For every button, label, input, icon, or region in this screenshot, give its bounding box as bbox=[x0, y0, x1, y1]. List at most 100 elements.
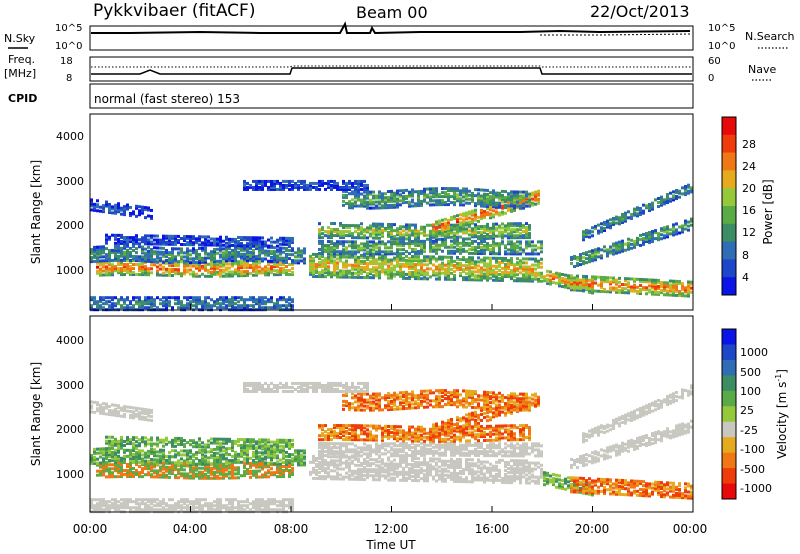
power-echo-cell bbox=[147, 249, 150, 253]
power-echo-cell bbox=[111, 263, 114, 267]
power-echo-cell bbox=[387, 196, 390, 200]
power-echo-cell bbox=[345, 273, 348, 277]
power-echo-cell bbox=[174, 255, 177, 259]
power-echo-cell bbox=[357, 187, 360, 191]
power-echo-cell bbox=[486, 278, 489, 282]
power-colorbar-frame bbox=[721, 116, 737, 296]
power-echo-cell bbox=[159, 242, 162, 246]
power-echo-cell bbox=[651, 232, 654, 236]
power-echo-cell bbox=[423, 195, 426, 199]
power-echo-cell bbox=[393, 242, 396, 246]
power-echo-cell bbox=[99, 253, 102, 257]
power-echo-cell bbox=[348, 179, 351, 183]
velocity-echo-cell bbox=[156, 498, 159, 502]
power-echo-cell bbox=[411, 190, 414, 194]
power-echo-cell bbox=[336, 246, 339, 250]
power-echo-cell bbox=[615, 215, 618, 219]
power-echo-cell bbox=[258, 249, 261, 253]
power-echo-cell bbox=[117, 258, 120, 262]
power-echo-cell bbox=[240, 238, 243, 242]
velocity-echo-cell bbox=[153, 448, 156, 452]
power-echo-cell bbox=[441, 228, 444, 232]
power-echo-cell bbox=[414, 255, 417, 259]
velocity-echo-cell bbox=[144, 465, 147, 469]
power-echo-cell bbox=[189, 239, 192, 243]
power-echo-cell bbox=[435, 249, 438, 253]
power-echo-cell bbox=[462, 237, 465, 241]
power-echo-cell bbox=[618, 240, 621, 244]
power-echo-cell bbox=[651, 278, 654, 282]
velocity-echo-cell bbox=[186, 449, 189, 453]
power-echo-cell bbox=[165, 300, 168, 304]
velocity-echo-cell bbox=[96, 407, 99, 411]
power-echo-cell bbox=[468, 258, 471, 262]
power-echo-cell bbox=[354, 240, 357, 244]
power-echo-cell bbox=[120, 252, 123, 256]
velocity-echo-cell bbox=[174, 502, 177, 506]
power-echo-cell bbox=[279, 296, 282, 300]
power-echo-cell bbox=[333, 250, 336, 254]
power-echo-cell bbox=[225, 300, 228, 304]
power-echo-cell bbox=[501, 260, 504, 264]
power-echo-cell bbox=[435, 237, 438, 241]
power-echo-cell bbox=[480, 276, 483, 280]
velocity-echo-cell bbox=[183, 449, 186, 453]
power-echo-cell bbox=[492, 256, 495, 260]
power-echo-cell bbox=[417, 275, 420, 279]
power-echo-cell bbox=[192, 249, 195, 253]
power-echo-cell bbox=[120, 304, 123, 308]
power-echo-cell bbox=[408, 270, 411, 274]
power-echo-cell bbox=[222, 298, 225, 302]
power-echo-cell bbox=[204, 258, 207, 262]
power-echo-cell bbox=[615, 251, 618, 255]
velocity-echo-cell bbox=[111, 471, 114, 475]
velocity-echo-cell bbox=[189, 439, 192, 443]
velocity-echo-cell bbox=[177, 453, 180, 457]
power-echo-cell bbox=[495, 195, 498, 199]
power-echo-cell bbox=[411, 250, 414, 254]
velocity-echo-cell bbox=[132, 448, 135, 452]
power-echo-cell bbox=[90, 296, 93, 300]
power-echo-cell bbox=[498, 256, 501, 260]
velocity-echo-cell bbox=[135, 453, 138, 457]
power-echo-cell bbox=[363, 246, 366, 250]
power-echo-cell bbox=[504, 250, 507, 254]
power-echo-cell bbox=[108, 208, 111, 212]
power-echo-cell bbox=[384, 262, 387, 266]
power-echo-cell bbox=[354, 200, 357, 204]
power-echo-cell bbox=[438, 193, 441, 197]
power-echo-cell bbox=[153, 300, 156, 304]
power-echo-cell bbox=[303, 261, 306, 265]
power-echo-cell bbox=[690, 290, 693, 294]
power-echo-cell bbox=[339, 255, 342, 259]
power-echo-cell bbox=[663, 293, 666, 297]
velocity-echo-cell bbox=[159, 438, 162, 442]
velocity-echo-cell bbox=[141, 500, 144, 504]
velocity-echo-cell bbox=[105, 451, 108, 455]
power-echo-cell bbox=[570, 278, 573, 282]
power-echo-cell bbox=[426, 233, 429, 237]
power-echo-cell bbox=[522, 273, 525, 277]
power-echo-cell bbox=[429, 255, 432, 259]
power-echo-cell bbox=[186, 251, 189, 255]
power-echo-cell bbox=[540, 250, 543, 254]
velocity-echo-cell bbox=[114, 439, 117, 443]
power-echo-cell bbox=[504, 224, 507, 228]
power-echo-cell bbox=[642, 232, 645, 236]
power-echo-cell bbox=[243, 258, 246, 262]
velocity-echo-cell bbox=[168, 475, 171, 479]
velocity-echo-cell bbox=[144, 498, 147, 502]
power-echo-cell bbox=[237, 244, 240, 248]
velocity-echo-cell bbox=[117, 465, 120, 469]
power-echo-cell bbox=[258, 242, 261, 246]
power-echo-cell bbox=[585, 285, 588, 289]
power-echo-cell bbox=[624, 242, 627, 246]
power-echo-cell bbox=[417, 277, 420, 281]
velocity-echo-cell bbox=[129, 498, 132, 502]
power-echo-cell bbox=[219, 259, 222, 263]
power-echo-cell bbox=[195, 306, 198, 310]
power-echo-cell bbox=[246, 242, 249, 246]
power-echo-cell bbox=[165, 250, 168, 254]
velocity-echo-cell bbox=[162, 467, 165, 471]
